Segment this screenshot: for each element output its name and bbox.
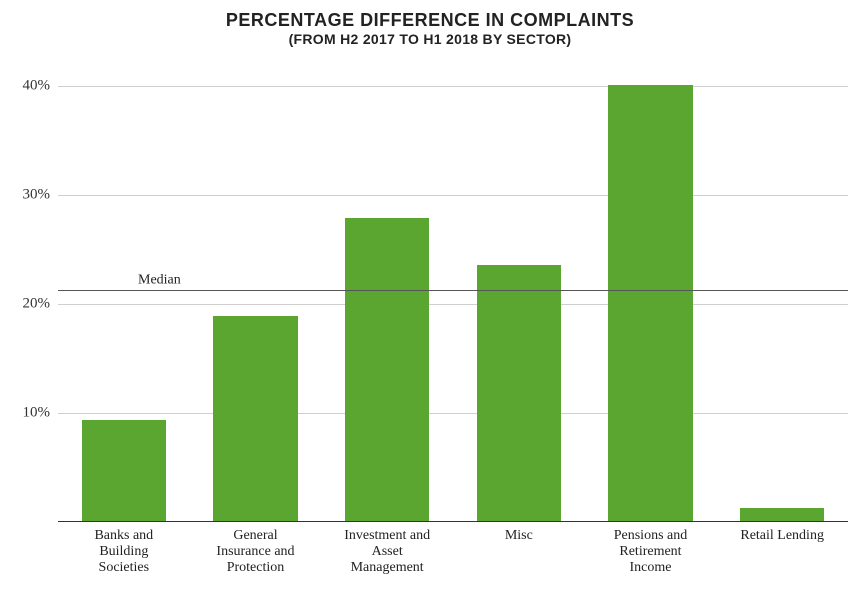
chart-title: PERCENTAGE DIFFERENCE IN COMPLAINTS: [0, 10, 860, 31]
plot-area: 10%20%30%40% Median: [58, 64, 848, 522]
x-axis-label: Pensions andRetirementIncome: [585, 528, 717, 576]
x-axis-label: Banks andBuildingSocieties: [58, 528, 190, 576]
y-tick-label: 20%: [23, 295, 59, 312]
gridline: [58, 413, 848, 414]
y-tick-label: 40%: [23, 77, 59, 94]
bar: [82, 420, 166, 521]
chart-container: PERCENTAGE DIFFERENCE IN COMPLAINTS (FRO…: [0, 0, 860, 605]
median-line: [58, 290, 848, 291]
x-axis-label: GeneralInsurance andProtection: [190, 528, 322, 576]
bar: [608, 85, 692, 521]
x-axis-label: Retail Lending: [716, 528, 848, 544]
bar: [477, 265, 561, 521]
bar: [213, 316, 297, 521]
gridline: [58, 86, 848, 87]
bar: [345, 218, 429, 521]
gridline: [58, 195, 848, 196]
median-label: Median: [138, 272, 181, 288]
x-axis-label: Investment andAssetManagement: [321, 528, 453, 576]
gridline: [58, 304, 848, 305]
y-tick-label: 10%: [23, 404, 59, 421]
chart-subtitle: (FROM H2 2017 TO H1 2018 BY SECTOR): [0, 31, 860, 47]
bar: [740, 508, 824, 521]
x-axis-label: Misc: [453, 528, 585, 544]
y-tick-label: 30%: [23, 186, 59, 203]
chart-title-block: PERCENTAGE DIFFERENCE IN COMPLAINTS (FRO…: [0, 10, 860, 47]
